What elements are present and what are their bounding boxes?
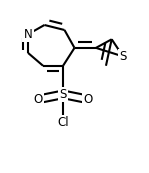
Text: O: O <box>83 93 93 106</box>
Text: S: S <box>59 88 67 101</box>
Text: Cl: Cl <box>57 116 69 129</box>
Text: O: O <box>33 93 43 106</box>
Text: N: N <box>24 28 32 41</box>
Text: S: S <box>119 50 127 63</box>
